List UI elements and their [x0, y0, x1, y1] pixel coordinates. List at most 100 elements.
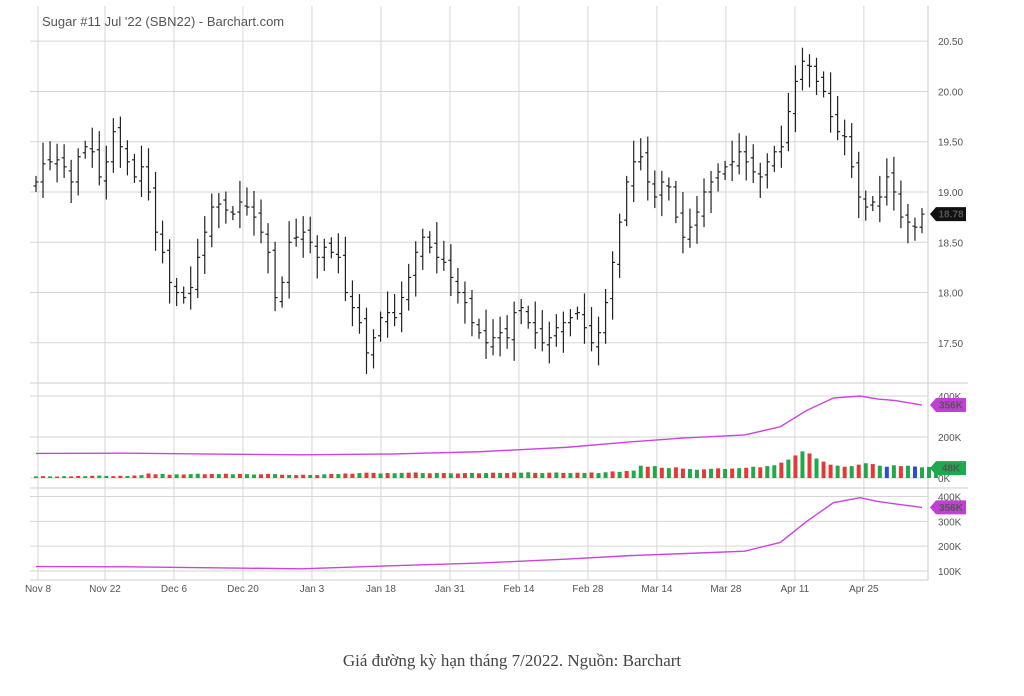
ohlc-bar — [596, 316, 602, 366]
volume-bar — [723, 468, 728, 478]
ohlc-bar — [476, 318, 482, 339]
volume-bar — [301, 474, 306, 478]
volume-bar — [146, 473, 151, 478]
volume-bar — [638, 465, 643, 478]
volume-bar — [322, 474, 327, 478]
volume-bar — [807, 453, 812, 478]
volume-bar — [399, 472, 404, 478]
ohlc-bar — [349, 280, 355, 327]
volume-bar — [455, 473, 460, 478]
x-tick-label: Feb 14 — [503, 584, 535, 595]
ohlc-bar — [209, 193, 215, 248]
volume-bar — [167, 474, 172, 478]
ohlc-bar — [701, 178, 707, 228]
volume-bar — [884, 466, 889, 478]
volume-bar — [139, 475, 144, 478]
volume-bar — [174, 474, 179, 478]
volume-bar — [617, 471, 622, 478]
volume-bar — [364, 472, 369, 478]
volume-bar — [244, 474, 249, 478]
ohlc-bar — [638, 138, 644, 171]
volume-bar — [48, 476, 53, 478]
ohlc-bar — [884, 158, 890, 206]
ohlc-bar — [856, 151, 862, 219]
x-tick-label: Nov 22 — [89, 584, 121, 595]
ohlc-bar — [363, 307, 369, 374]
ohlc-bar — [828, 72, 834, 133]
ohlc-bar — [624, 175, 630, 227]
volume-bar — [786, 459, 791, 478]
volume-tick-label: 400K — [938, 392, 962, 403]
ohlc-bar — [392, 294, 398, 327]
price-tick-label: 20.50 — [938, 37, 963, 48]
volume-bar — [631, 470, 636, 478]
ohlc-bar — [216, 192, 222, 229]
volume-bar — [758, 467, 763, 478]
volume-bar — [610, 471, 615, 478]
ohlc-bar — [307, 216, 313, 254]
ohlc-bar — [96, 131, 102, 186]
ohlc-bar — [617, 213, 623, 278]
volume-bar — [230, 474, 235, 478]
ohlc-bar — [110, 118, 116, 173]
x-tick-label: Mar 28 — [710, 584, 742, 595]
volume-bar — [287, 474, 292, 478]
ohlc-bar — [258, 199, 264, 244]
volume-tick-label: 200K — [938, 433, 962, 444]
volume-bar — [350, 473, 355, 478]
ohlc-bar — [272, 241, 278, 312]
ohlc-bar — [167, 239, 173, 304]
volume-bar — [659, 467, 664, 478]
volume-bar — [83, 476, 88, 478]
volume-bar — [237, 473, 242, 478]
ohlc-bar — [553, 314, 559, 347]
volume-bar — [589, 472, 594, 478]
ohlc-bar — [314, 235, 320, 279]
ohlc-bar — [518, 299, 524, 325]
volume-bar — [153, 474, 158, 478]
volume-bar — [730, 468, 735, 478]
ohlc-bar — [124, 140, 130, 176]
last-price-badge: 18.78 — [930, 207, 966, 222]
volume-bar — [385, 473, 390, 478]
volume-bar — [188, 474, 193, 478]
ohlc-bar — [195, 238, 201, 299]
chart-title: Sugar #11 Jul '22 (SBN22) - Barchart.com — [42, 14, 284, 29]
volume-bar — [751, 466, 756, 478]
volume-bar — [469, 472, 474, 478]
ohlc-bar — [863, 190, 869, 221]
volume-bar — [266, 473, 271, 478]
image-caption: Giá đường kỳ hạn tháng 7/2022. Nguồn: Ba… — [342, 651, 682, 670]
badge-bg — [930, 500, 966, 515]
badge-text: 356K — [939, 401, 964, 412]
ohlc-bar — [722, 160, 728, 180]
oi-tick-label: 100K — [938, 567, 962, 578]
volume-bar — [357, 473, 362, 478]
volume-bar — [526, 472, 531, 478]
price-tick-label: 18.00 — [938, 289, 963, 300]
ohlc-bar — [181, 286, 187, 304]
ohlc-bar — [567, 309, 573, 337]
ohlc-bar — [265, 223, 271, 274]
ohlc-bar — [33, 175, 39, 192]
volume-bar — [716, 468, 721, 478]
ohlc-bar — [89, 127, 95, 168]
badge-text: 48K — [942, 464, 961, 475]
ohlc-bar — [785, 92, 791, 152]
volume-bar — [111, 476, 116, 478]
avg-volume-badge: 356K — [930, 398, 966, 413]
ohlc-bar — [40, 142, 46, 199]
ohlc-bar — [82, 140, 88, 159]
ohlc-bar — [792, 65, 798, 133]
oi-tick-label: 400K — [938, 492, 962, 503]
volume-bar — [575, 472, 580, 478]
volume-bar — [624, 471, 629, 478]
volume-bar — [202, 474, 207, 478]
volume-bar — [69, 476, 74, 478]
volume-bar — [448, 473, 453, 478]
ohlc-bar — [378, 311, 384, 342]
badge-text: 18.78 — [938, 210, 963, 221]
ohlc-bar — [835, 95, 841, 141]
ohlc-bar — [814, 57, 820, 95]
volume-bar — [41, 476, 46, 478]
